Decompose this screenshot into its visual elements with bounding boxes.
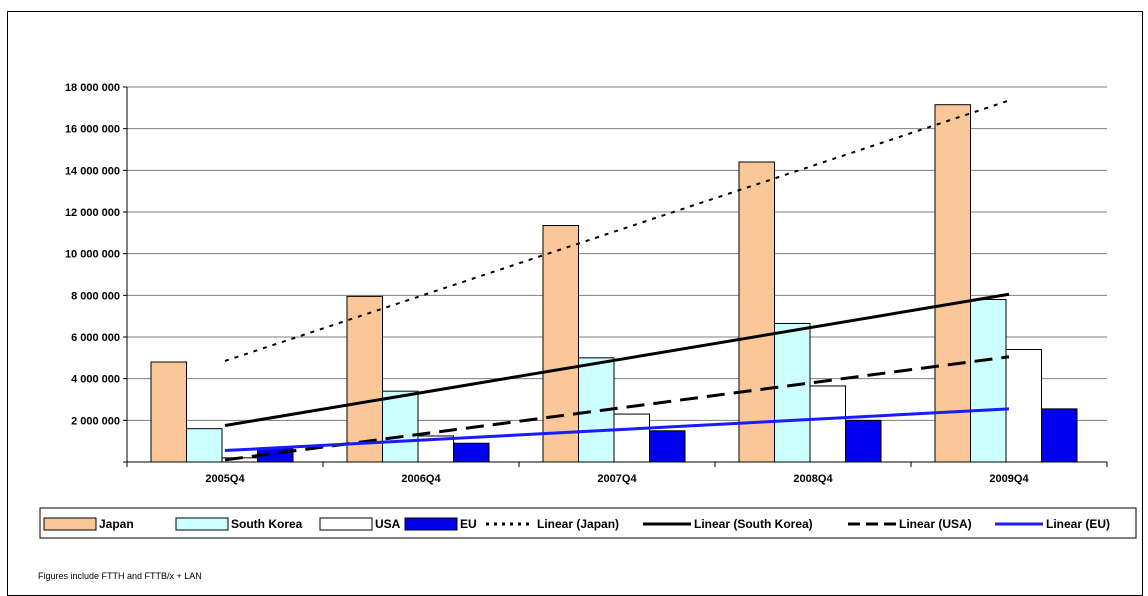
x-tick-label: 2009Q4 bbox=[989, 473, 1029, 485]
y-tick-label: 12 000 000 bbox=[65, 207, 120, 219]
legend-label: Linear (South Korea) bbox=[694, 517, 813, 531]
bar-japan bbox=[150, 361, 187, 463]
y-tick-label: 18 000 000 bbox=[65, 82, 120, 94]
y-tick-label: 6 000 000 bbox=[71, 332, 120, 344]
bar-south-korea bbox=[774, 322, 811, 463]
legend-label: EU bbox=[460, 517, 477, 531]
bar-south-korea bbox=[186, 428, 223, 463]
trendline-south-korea bbox=[224, 292, 1010, 428]
x-tick-label: 2008Q4 bbox=[793, 473, 833, 485]
bar-eu bbox=[453, 442, 490, 463]
x-axis: 2005Q4 2006Q4 2007Q4 2008Q4 2009Q4 bbox=[126, 87, 1108, 485]
bar-japan bbox=[346, 295, 383, 463]
x-tick-label: 2007Q4 bbox=[597, 473, 637, 485]
legend-swatch bbox=[404, 517, 458, 531]
trendlines bbox=[224, 99, 1010, 462]
bars bbox=[150, 104, 1078, 463]
legend-swatch bbox=[43, 517, 97, 531]
bar-eu bbox=[649, 430, 686, 463]
bar-usa bbox=[809, 385, 846, 463]
bar-south-korea bbox=[970, 299, 1007, 463]
legend-label: South Korea bbox=[231, 517, 303, 531]
legend-label: Japan bbox=[99, 517, 134, 531]
y-tick-label: 14 000 000 bbox=[65, 165, 120, 177]
y-axis-tick-labels: 2 000 000 4 000 000 6 000 000 8 000 000 10 0… bbox=[65, 82, 127, 463]
y-tick-label: 8 000 000 bbox=[71, 290, 120, 302]
bar-usa bbox=[1005, 349, 1042, 463]
legend-swatch bbox=[319, 517, 373, 531]
y-tick-label: 16 000 000 bbox=[65, 124, 120, 136]
bar-japan bbox=[934, 104, 971, 463]
y-tick-label: 4 000 000 bbox=[71, 374, 120, 386]
y-tick-label: 2 000 000 bbox=[71, 415, 120, 427]
bar-south-korea bbox=[382, 390, 419, 463]
bar-eu bbox=[1041, 408, 1078, 463]
trendline-japan bbox=[224, 99, 1010, 362]
legend-label: USA bbox=[375, 517, 401, 531]
legend-label: Linear (USA) bbox=[899, 517, 972, 531]
y-tick-label: 10 000 000 bbox=[65, 249, 120, 261]
legend: Japan South Korea USA EU Linear (Japan) Linea… bbox=[39, 507, 1137, 539]
bar-japan bbox=[738, 161, 775, 463]
legend-label: Linear (EU) bbox=[1046, 517, 1110, 531]
trendline-eu bbox=[224, 407, 1010, 453]
bar-japan bbox=[542, 225, 579, 463]
trendline-usa bbox=[224, 355, 1010, 462]
footnote: Figures include FTTH and FTTB/x + LAN bbox=[38, 571, 202, 581]
x-tick-label: 2005Q4 bbox=[205, 473, 245, 485]
bar-usa bbox=[613, 413, 650, 463]
legend-swatch bbox=[175, 517, 229, 531]
bar-eu bbox=[845, 419, 882, 463]
x-tick-label: 2006Q4 bbox=[401, 473, 441, 485]
legend-label: Linear (Japan) bbox=[537, 517, 619, 531]
